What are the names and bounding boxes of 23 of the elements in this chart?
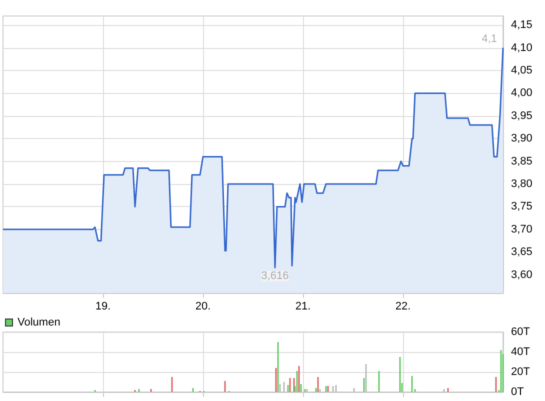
y-tick-label: 40T bbox=[511, 346, 530, 358]
y-tick-label: 3,85 bbox=[511, 155, 532, 168]
annotation: 4,1 bbox=[482, 32, 497, 45]
x-tick-label: 21. bbox=[295, 300, 311, 312]
y-tick-label: 4,00 bbox=[511, 87, 532, 100]
y-tick-label: 3,65 bbox=[511, 246, 532, 258]
y-tick-label: 60T bbox=[511, 326, 530, 338]
y-tick-label: 3,90 bbox=[511, 132, 532, 145]
x-tick-label: 20. bbox=[195, 300, 211, 312]
x-tick-label: 22. bbox=[395, 300, 411, 312]
y-tick-label: 0T bbox=[511, 386, 524, 398]
y-tick-label: 4,05 bbox=[511, 64, 532, 76]
y-tick-label: 4,10 bbox=[511, 42, 532, 54]
y-tick-label: 3,60 bbox=[511, 268, 532, 281]
y-tick-label: 3,95 bbox=[511, 110, 532, 122]
legend-label: Volumen bbox=[18, 316, 60, 328]
y-tick-label: 3,75 bbox=[511, 200, 532, 213]
y-tick-label: 20T bbox=[511, 366, 530, 378]
y-tick-label: 3,80 bbox=[511, 178, 532, 190]
y-tick-label: 3,70 bbox=[511, 223, 532, 236]
annotation: 3,616 bbox=[261, 270, 289, 282]
x-tick-label: 19. bbox=[95, 300, 111, 312]
y-tick-label: 4,15 bbox=[511, 19, 532, 32]
